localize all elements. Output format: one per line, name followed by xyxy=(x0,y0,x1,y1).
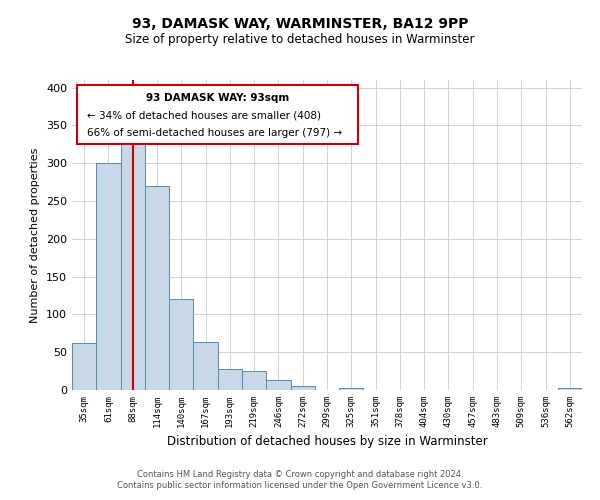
Bar xyxy=(169,300,193,390)
Text: Contains public sector information licensed under the Open Government Licence v3: Contains public sector information licen… xyxy=(118,481,482,490)
Bar xyxy=(266,380,290,390)
Bar xyxy=(72,343,96,390)
Bar xyxy=(242,371,266,390)
Bar xyxy=(193,342,218,390)
Bar xyxy=(339,388,364,390)
Bar xyxy=(290,386,315,390)
Text: 93, DAMASK WAY, WARMINSTER, BA12 9PP: 93, DAMASK WAY, WARMINSTER, BA12 9PP xyxy=(132,18,468,32)
Bar xyxy=(121,140,145,390)
FancyBboxPatch shape xyxy=(77,84,358,144)
Text: 93 DAMASK WAY: 93sqm: 93 DAMASK WAY: 93sqm xyxy=(146,92,289,102)
X-axis label: Distribution of detached houses by size in Warminster: Distribution of detached houses by size … xyxy=(167,436,487,448)
Text: Size of property relative to detached houses in Warminster: Size of property relative to detached ho… xyxy=(125,32,475,46)
Y-axis label: Number of detached properties: Number of detached properties xyxy=(31,148,40,322)
Text: 66% of semi-detached houses are larger (797) →: 66% of semi-detached houses are larger (… xyxy=(88,128,343,138)
Bar xyxy=(145,186,169,390)
Text: ← 34% of detached houses are smaller (408): ← 34% of detached houses are smaller (40… xyxy=(88,110,322,120)
Text: Contains HM Land Registry data © Crown copyright and database right 2024.: Contains HM Land Registry data © Crown c… xyxy=(137,470,463,479)
Bar xyxy=(558,388,582,390)
Bar xyxy=(218,369,242,390)
Bar xyxy=(96,163,121,390)
